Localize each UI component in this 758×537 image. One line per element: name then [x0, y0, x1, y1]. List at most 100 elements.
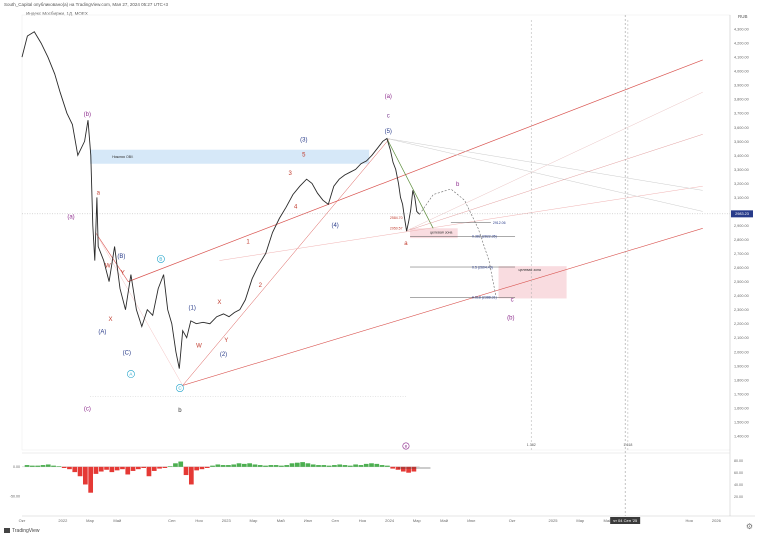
wave-label: a	[97, 191, 101, 197]
wave-label: (a)	[385, 94, 392, 100]
zone-label: целевая зона	[430, 230, 452, 234]
wave-label: W	[196, 344, 202, 350]
osc-bar	[326, 465, 332, 467]
x-tick-label: Мар	[413, 518, 422, 523]
y-tick-label: 2,700.00	[734, 252, 749, 256]
price-series	[21, 31, 420, 369]
osc-bar	[257, 465, 263, 467]
trend-line	[219, 185, 703, 261]
x-tick-label: Ноя	[686, 518, 693, 523]
osc-bar	[273, 465, 279, 467]
wave-label: (3)	[300, 137, 307, 143]
wave-label: C	[178, 386, 182, 391]
osc-right-tick: 40.00	[734, 483, 743, 487]
y-tick-label: 1,700.00	[734, 392, 749, 396]
osc-bar	[45, 464, 51, 467]
osc-bar	[406, 466, 411, 473]
date-tag: чт 04 Сен '25	[613, 518, 638, 523]
osc-right-tick: 80.00	[734, 459, 743, 463]
x-tick-label: 2022	[58, 518, 68, 523]
wave-label: (C)	[123, 351, 131, 357]
fib-level-label: 0.618 (2388.31)	[472, 296, 497, 300]
osc-bar	[342, 465, 348, 467]
trend-line	[182, 138, 390, 386]
osc-bar	[358, 465, 364, 467]
y-tick-label: 4,000.00	[734, 70, 749, 74]
x-tick-label: Июл	[304, 518, 313, 523]
trend-line	[405, 91, 703, 232]
wave-label: Y	[224, 338, 228, 344]
wave-label: a	[404, 241, 408, 247]
x-tick-label: Май	[440, 518, 448, 523]
wave-label: b	[178, 408, 182, 414]
y-tick-label: 1,500.00	[734, 420, 749, 424]
osc-bar	[215, 464, 221, 467]
osc-bar	[93, 466, 99, 474]
x-tick-label: 2025	[549, 518, 559, 523]
osc-bar	[310, 464, 316, 467]
y-tick-label: 3,100.00	[734, 196, 749, 200]
fib-ext-label: 1.618	[623, 443, 632, 447]
wave-label: b	[456, 182, 460, 188]
zone-box	[90, 149, 370, 164]
wave-label: 1	[246, 240, 250, 246]
trend-line	[95, 232, 183, 386]
gear-icon[interactable]: ⚙	[745, 522, 753, 531]
osc-bar	[236, 463, 242, 467]
zone-label: целевая зона	[519, 268, 541, 272]
fib-level-label: 0.5 (2604.49)	[472, 265, 493, 269]
osc-bar	[363, 463, 369, 467]
osc-bar	[305, 463, 311, 467]
osc-bar	[332, 465, 337, 467]
y-tick-label: 2,500.00	[734, 280, 749, 284]
osc-bar	[210, 465, 215, 467]
osc-bar	[162, 466, 168, 468]
wave-label: (c)	[84, 407, 91, 413]
x-tick-label: 2023	[222, 518, 232, 523]
y-tick-label: 4,200.00	[734, 42, 749, 46]
y-tick-label: 3,700.00	[734, 112, 749, 116]
wave-label: c	[511, 297, 514, 303]
osc-bar	[411, 466, 417, 472]
osc-bar	[30, 465, 35, 467]
wave-label: c	[387, 113, 390, 119]
wave-label: (2)	[220, 352, 227, 358]
wave-label: 4	[294, 205, 298, 211]
osc-bar	[56, 466, 62, 467]
x-tick-label: Май	[277, 518, 285, 523]
y-tick-label: 2,000.00	[734, 350, 749, 354]
wave-label: (1)	[189, 306, 196, 312]
wave-label: (a)	[67, 214, 74, 220]
osc-bar	[199, 466, 205, 470]
osc-bar	[136, 466, 141, 470]
y-tick-label: 3,400.00	[734, 154, 749, 158]
osc-bar	[88, 466, 94, 493]
osc-bar	[146, 466, 152, 477]
y-tick-label: 3,800.00	[734, 98, 749, 102]
osc-bar	[337, 464, 343, 467]
osc-y-tick: 0.00	[13, 465, 20, 469]
y-tick-label: 1,600.00	[734, 406, 749, 410]
wave-circle	[156, 255, 165, 263]
osc-bar	[289, 463, 295, 467]
osc-bar	[72, 466, 78, 473]
osc-bar	[77, 466, 83, 477]
wave-label: Y	[121, 271, 125, 277]
y-tick-label: 1,900.00	[734, 364, 749, 368]
osc-bar	[61, 466, 67, 468]
currency-label: RUB	[738, 14, 748, 19]
x-tick-label: Окт	[19, 518, 26, 523]
osc-bar	[220, 465, 226, 467]
x-tick-label: Ноя	[195, 518, 202, 523]
wave-label: (b)	[84, 112, 91, 118]
y-tick-label: 3,600.00	[734, 126, 749, 130]
osc-bar	[395, 466, 401, 470]
y-tick-label: 4,100.00	[734, 56, 749, 60]
osc-bar	[183, 466, 189, 476]
x-tick-label: Май	[113, 518, 121, 523]
osc-bar	[369, 463, 374, 467]
osc-bar	[151, 466, 157, 471]
osc-bar	[125, 466, 131, 475]
wave-label: 3	[289, 171, 293, 177]
